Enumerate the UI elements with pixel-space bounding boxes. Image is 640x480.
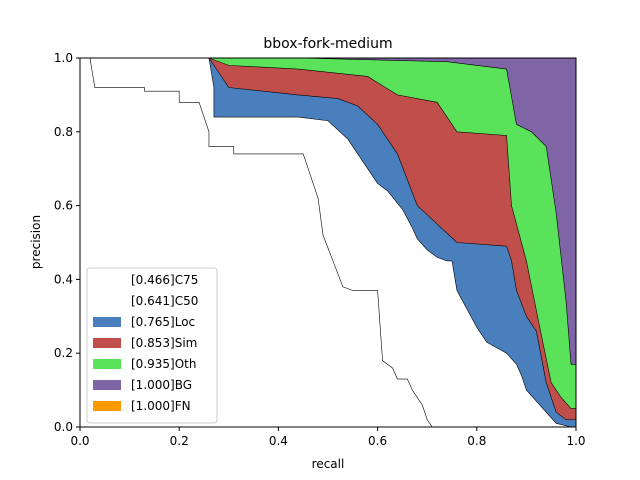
- legend-label-bg: [1.000]BG: [131, 378, 192, 392]
- y-tick-label: 0.0: [54, 420, 73, 434]
- legend-swatch-oth: [93, 359, 121, 369]
- legend-label-fn: [1.000]FN: [131, 399, 191, 413]
- y-tick-label: 0.6: [54, 199, 73, 213]
- area-layers: [80, 57, 576, 428]
- y-tick-label: 0.4: [54, 272, 73, 286]
- x-tick-label: 1.0: [566, 434, 585, 448]
- plot-frame: [79, 57, 577, 428]
- y-axis-label: precision: [29, 215, 43, 269]
- y-tick-label: 0.2: [54, 346, 73, 360]
- boundary-c75: [80, 57, 576, 428]
- legend-swatch-loc: [93, 317, 121, 327]
- legend-swatch-c75: [93, 275, 121, 285]
- x-tick-label: 0.6: [368, 434, 387, 448]
- legend: [0.466]C75 [0.641]C50 [0.765]Loc [0.853]Sim…: [86, 267, 218, 424]
- x-axis-label: recall: [312, 457, 345, 471]
- x-tick-label: 0.4: [269, 434, 288, 448]
- y-tick-label: 0.8: [54, 125, 73, 139]
- chart-title: bbox-fork-medium: [263, 36, 392, 52]
- legend-label-sim: [0.853]Sim: [131, 336, 197, 350]
- x-axis-ticks: 0.0 0.2 0.4 0.6 0.8 1.0: [70, 427, 586, 448]
- x-tick-label: 0.2: [170, 434, 189, 448]
- legend-swatch-c50: [93, 296, 121, 306]
- legend-label-c50: [0.641]C50: [131, 294, 198, 308]
- legend-label-loc: [0.765]Loc: [131, 315, 195, 329]
- x-tick-label: 0.0: [70, 434, 89, 448]
- boundary-c50: [80, 57, 576, 428]
- boundary-sim: [80, 57, 576, 409]
- legend-label-c75: [0.466]C75: [131, 273, 198, 287]
- legend-swatch-fn: [93, 401, 121, 411]
- y-tick-label: 1.0: [54, 51, 73, 65]
- y-axis-ticks: 0.0 0.2 0.4 0.6 0.8 1.0: [54, 51, 80, 434]
- legend-swatch-bg: [93, 380, 121, 390]
- boundary-loc: [80, 57, 576, 420]
- legend-swatch-sim: [93, 338, 121, 348]
- x-tick-label: 0.8: [467, 434, 486, 448]
- legend-label-oth: [0.935]Oth: [131, 357, 196, 371]
